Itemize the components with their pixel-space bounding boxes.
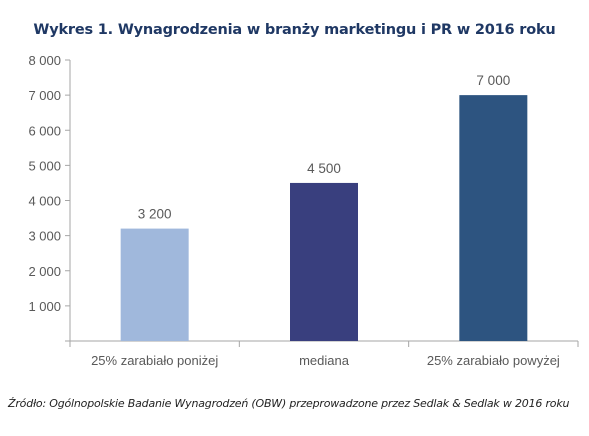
y-tick-label: 4 000	[28, 194, 61, 209]
source-note: Źródło: Ogólnopolskie Badanie Wynagrodze…	[8, 397, 570, 410]
y-tick-label: 3 000	[28, 229, 61, 244]
data-label: 7 000	[476, 73, 510, 88]
x-category-label: mediana	[299, 353, 350, 368]
data-label: 4 500	[307, 161, 341, 176]
y-tick-label: 7 000	[28, 88, 61, 103]
chart-title: Wykres 1. Wynagrodzenia w branży marketi…	[33, 22, 556, 38]
bar	[120, 228, 189, 341]
y-tick-label: 1 000	[28, 299, 61, 314]
bar	[459, 95, 528, 341]
x-category-label: 25% zarabiało poniżej	[91, 353, 218, 368]
y-tick-label: 6 000	[28, 123, 61, 138]
bar	[290, 182, 358, 341]
y-tick-label: 8 000	[28, 53, 61, 68]
data-label: 3 200	[138, 207, 172, 222]
y-tick-label: 5 000	[28, 158, 61, 173]
y-tick-label: 2 000	[28, 264, 61, 279]
x-category-label: 25% zarabiało powyżej	[427, 353, 560, 368]
